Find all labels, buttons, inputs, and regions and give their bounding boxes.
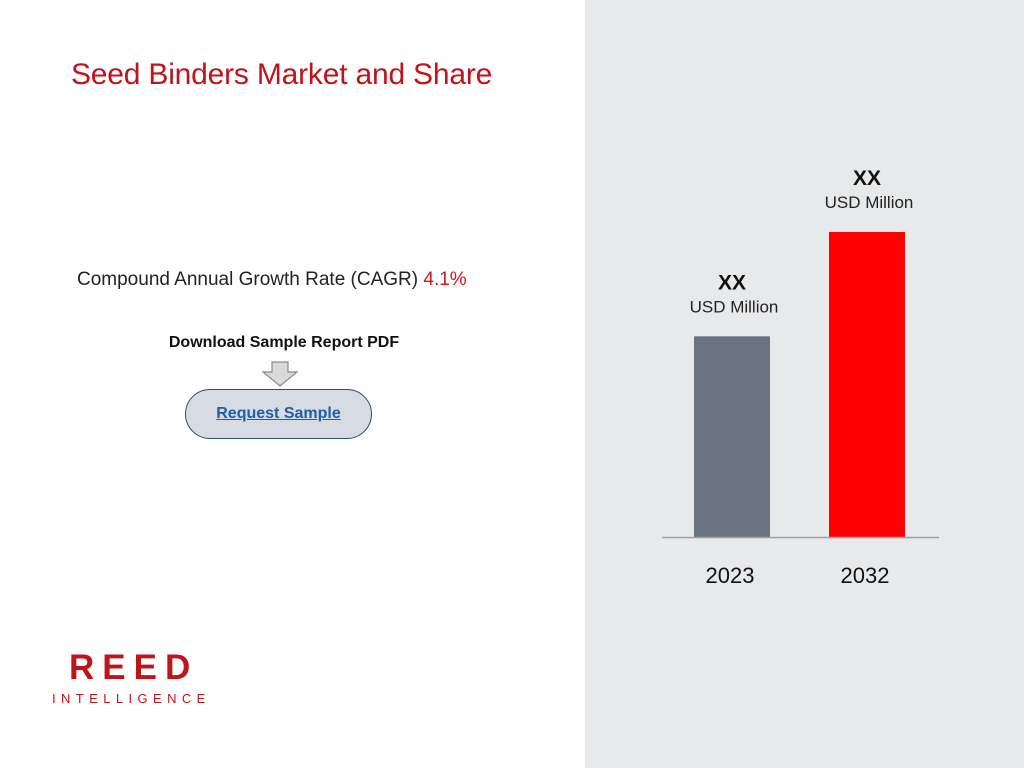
cagr-text: Compound Annual Growth Rate (CAGR) 4.1% [77,269,467,291]
bar-unit-label-2023: USD Million [690,297,779,316]
arrow-down-icon [261,361,299,387]
bar-value-label-2023: XX [718,271,746,294]
bar-2023 [694,336,770,537]
x-tick-label-2032: 2032 [841,563,890,588]
reed-intelligence-logo: REED INTELLIGENCE [52,650,222,707]
request-sample-label: Request Sample [216,405,341,422]
chart-panel [585,0,1024,768]
logo-top-text: REED [69,648,199,687]
market-bar-chart: XX USD Million 2023 XX USD Million 2032 [662,167,939,588]
page-title: Seed Binders Market and Share [71,58,493,91]
x-tick-label-2023: 2023 [706,563,755,588]
cagr-label: Compound Annual Growth Rate (CAGR) [77,269,419,290]
logo-bottom-text: INTELLIGENCE [52,691,211,706]
bar-value-label-2032: XX [853,167,881,190]
left-panel [0,0,585,768]
bar-unit-label-2032: USD Million [825,193,914,212]
cagr-value: 4.1% [423,269,467,290]
download-label: Download Sample Report PDF [168,334,400,351]
bar-2032 [829,232,905,537]
request-sample-button[interactable]: Request Sample [185,389,372,439]
